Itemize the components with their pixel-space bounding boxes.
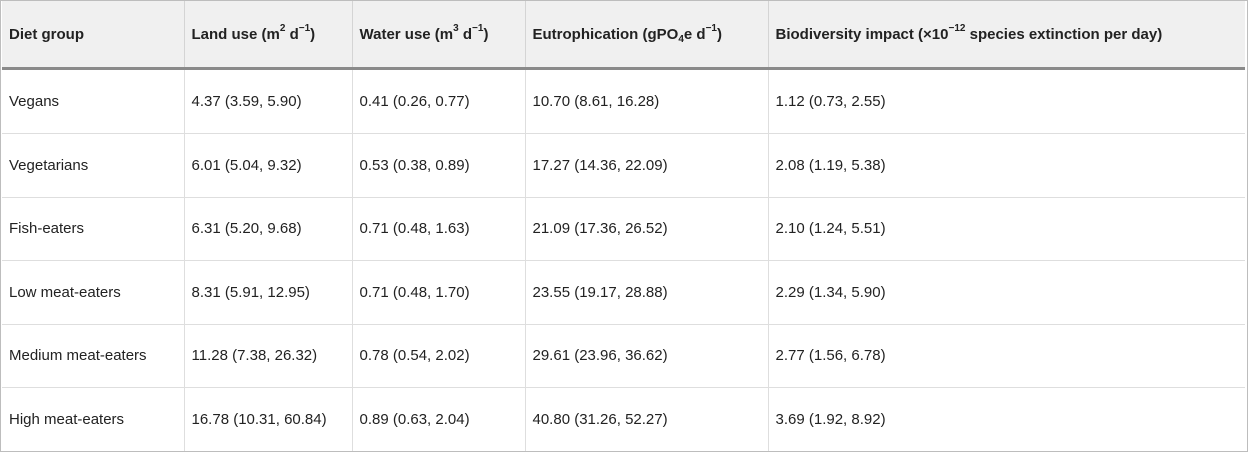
header-biodiversity: Biodiversity impact (×10−12 species exti… bbox=[768, 1, 1245, 67]
table-row: High meat-eaters 16.78 (10.31, 60.84) 0.… bbox=[2, 387, 1245, 451]
header-eutrophication-text: Eutrophication (gPO bbox=[532, 25, 679, 43]
header-water-use-sup1: 3 bbox=[453, 22, 459, 34]
header-water-use-text: Water use (m bbox=[359, 25, 454, 43]
header-eutrophication: Eutrophication (gPO4e d−1) bbox=[525, 1, 769, 67]
cell-eutrophication: 23.55 (19.17, 28.88) bbox=[525, 260, 769, 324]
table-header: Diet group Land use (m2 d−1) Water use (… bbox=[2, 1, 1245, 70]
cell-land-use: 6.31 (5.20, 9.68) bbox=[184, 197, 353, 261]
cell-land-use: 4.37 (3.59, 5.90) bbox=[184, 70, 353, 134]
header-row: Diet group Land use (m2 d−1) Water use (… bbox=[2, 1, 1245, 67]
cell-biodiversity: 2.08 (1.19, 5.38) bbox=[775, 156, 886, 174]
header-water-use-sup2: −1 bbox=[472, 22, 484, 34]
cell-diet: High meat-eaters bbox=[2, 387, 185, 451]
cell-diet: Low meat-eaters bbox=[2, 260, 185, 324]
cell-eutrophication: 40.80 (31.26, 52.27) bbox=[525, 387, 769, 451]
cell-diet: Fish-eaters bbox=[2, 197, 185, 261]
cell-diet: Vegans bbox=[2, 70, 185, 134]
header-divider bbox=[2, 67, 1245, 70]
header-water-use: Water use (m3 d−1) bbox=[352, 1, 526, 67]
table-row: Vegetarians 6.01 (5.04, 9.32) 0.53 (0.38… bbox=[2, 133, 1245, 197]
cell-land-use: 6.01 (5.04, 9.32) bbox=[184, 133, 353, 197]
header-eutrophication-post: ) bbox=[716, 25, 722, 43]
header-biodiversity-post: species extinction per day) bbox=[965, 25, 1163, 43]
cell-biodiversity: 2.10 (1.24, 5.51) bbox=[775, 220, 886, 238]
cell-water-use: 0.71 (0.48, 1.63) bbox=[352, 197, 526, 261]
table-row: Fish-eaters 6.31 (5.20, 9.68) 0.71 (0.48… bbox=[2, 197, 1245, 261]
header-eutrophication-sup: −1 bbox=[705, 22, 717, 34]
cell-eutrophication: 17.27 (14.36, 22.09) bbox=[525, 133, 769, 197]
cell-water-use: 0.71 (0.48, 1.70) bbox=[352, 260, 526, 324]
cell-biodiversity: 3.69 (1.92, 8.92) bbox=[775, 411, 886, 428]
header-eutrophication-sub: 4 bbox=[678, 33, 684, 45]
cell-water-use: 0.53 (0.38, 0.89) bbox=[352, 133, 526, 197]
cell-water-use: 0.89 (0.63, 2.04) bbox=[352, 387, 526, 451]
cell-biodiversity: 2.29 (1.34, 5.90) bbox=[775, 283, 886, 301]
cell-biodiversity: 1.12 (0.73, 2.55) bbox=[775, 93, 886, 110]
header-water-use-mid: d bbox=[458, 25, 473, 43]
table-body: Vegans 4.37 (3.59, 5.90) 0.41 (0.26, 0.7… bbox=[2, 70, 1245, 451]
cell-water-use: 0.41 (0.26, 0.77) bbox=[352, 70, 526, 134]
table-row: Medium meat-eaters 11.28 (7.38, 26.32) 0… bbox=[2, 324, 1245, 388]
cell-eutrophication: 29.61 (23.96, 36.62) bbox=[525, 324, 769, 388]
header-land-use-mid: d bbox=[285, 25, 299, 43]
header-land-use-sup1: 2 bbox=[279, 22, 286, 34]
cell-eutrophication: 10.70 (8.61, 16.28) bbox=[525, 70, 769, 134]
header-biodiversity-text: Biodiversity impact (×10 bbox=[775, 25, 949, 43]
cell-water-use: 0.78 (0.54, 2.02) bbox=[352, 324, 526, 388]
cell-land-use: 8.31 (5.91, 12.95) bbox=[184, 260, 353, 324]
cell-biodiversity: 2.77 (1.56, 6.78) bbox=[775, 347, 886, 365]
header-eutrophication-mid: e d bbox=[683, 25, 706, 43]
cell-diet: Vegetarians bbox=[2, 133, 185, 197]
header-land-use-text: Land use (m bbox=[191, 25, 280, 43]
cell-land-use: 16.78 (10.31, 60.84) bbox=[184, 387, 353, 451]
header-diet-group: Diet group bbox=[2, 1, 185, 67]
header-land-use-sup2: −1 bbox=[298, 22, 311, 34]
header-water-use-post: ) bbox=[483, 25, 489, 43]
table-row: Low meat-eaters 8.31 (5.91, 12.95) 0.71 … bbox=[2, 260, 1245, 324]
cell-eutrophication: 21.09 (17.36, 26.52) bbox=[525, 197, 769, 261]
header-biodiversity-sup: −12 bbox=[948, 22, 966, 34]
cell-diet: Medium meat-eaters bbox=[2, 324, 185, 388]
header-land-use: Land use (m2 d−1) bbox=[184, 1, 353, 67]
cell-land-use: 11.28 (7.38, 26.32) bbox=[184, 324, 353, 388]
table-row: Vegans 4.37 (3.59, 5.90) 0.41 (0.26, 0.7… bbox=[2, 70, 1245, 134]
header-land-use-post: ) bbox=[310, 25, 316, 43]
